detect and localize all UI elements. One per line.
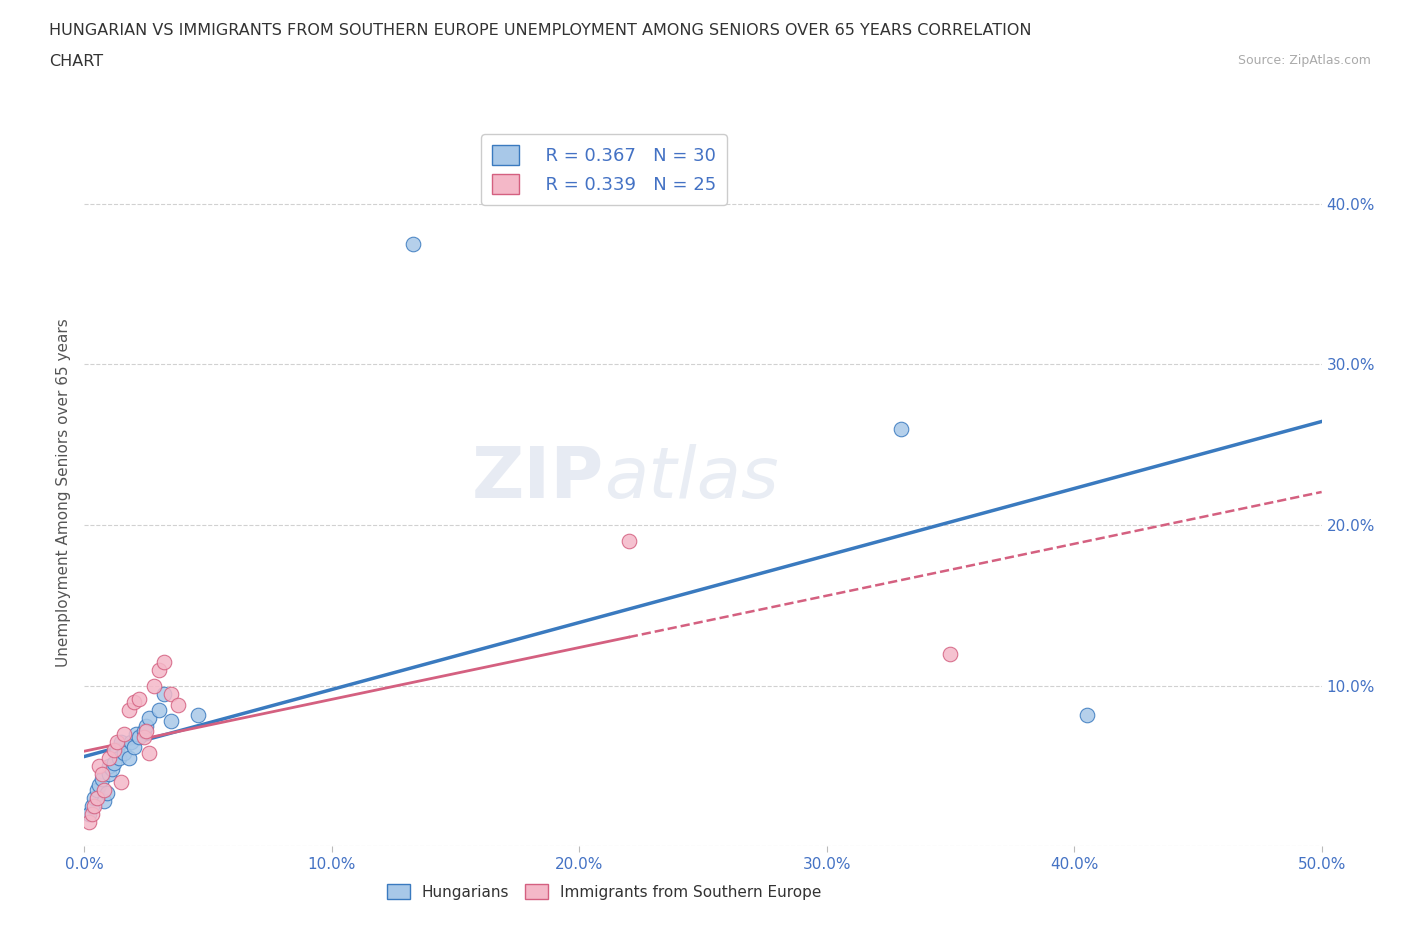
Point [152,654,174,669]
Point [89,777,111,792]
Point [132,724,155,738]
Point [187,707,209,722]
Point [135,718,157,733]
Point [96,786,118,801]
Point [138,711,160,725]
Point [160,686,183,701]
Point [112,726,135,741]
Point [108,751,131,765]
Point [148,702,170,717]
Point [167,698,190,712]
Text: atlas: atlas [605,445,779,513]
Point [83,799,105,814]
Point [90,766,112,781]
Point [105,742,128,757]
Point [83,790,105,805]
Point [98,759,121,774]
Text: ZIP: ZIP [472,445,605,513]
Point [402,236,425,251]
Point [1076,707,1098,722]
Point [110,735,132,750]
Point [93,794,115,809]
Point [112,746,135,761]
Point [86,783,108,798]
Point [120,735,142,750]
Point [80,806,103,821]
Point [148,662,170,677]
Point [142,678,165,693]
Point [939,646,962,661]
Point [132,730,155,745]
Point [617,534,640,549]
Text: Source: ZipAtlas.com: Source: ZipAtlas.com [1237,54,1371,67]
Point [128,730,150,745]
Point [89,759,111,774]
Point [118,751,141,765]
Point [160,713,183,728]
Point [103,755,125,770]
Y-axis label: Unemployment Among Seniors over 65 years: Unemployment Among Seniors over 65 years [56,319,72,668]
Text: HUNGARIAN VS IMMIGRANTS FROM SOUTHERN EUROPE UNEMPLOYMENT AMONG SENIORS OVER 65 : HUNGARIAN VS IMMIGRANTS FROM SOUTHERN EU… [49,23,1032,38]
Point [122,695,145,710]
Point [105,735,128,750]
Point [122,739,145,754]
Point [118,702,141,717]
Point [79,806,101,821]
Point [152,686,174,701]
Point [890,421,912,436]
Text: CHART: CHART [49,54,103,69]
Point [138,746,160,761]
Point [90,771,112,786]
Point [80,799,103,814]
Point [98,766,121,781]
Legend: Hungarians, Immigrants from Southern Europe: Hungarians, Immigrants from Southern Eur… [381,878,827,906]
Point [128,691,150,706]
Point [135,724,157,738]
Point [103,742,125,757]
Point [100,762,122,777]
Point [125,726,148,741]
Point [86,790,108,805]
Point [79,815,101,830]
Point [110,775,132,790]
Point [93,783,115,798]
Point [98,751,121,765]
